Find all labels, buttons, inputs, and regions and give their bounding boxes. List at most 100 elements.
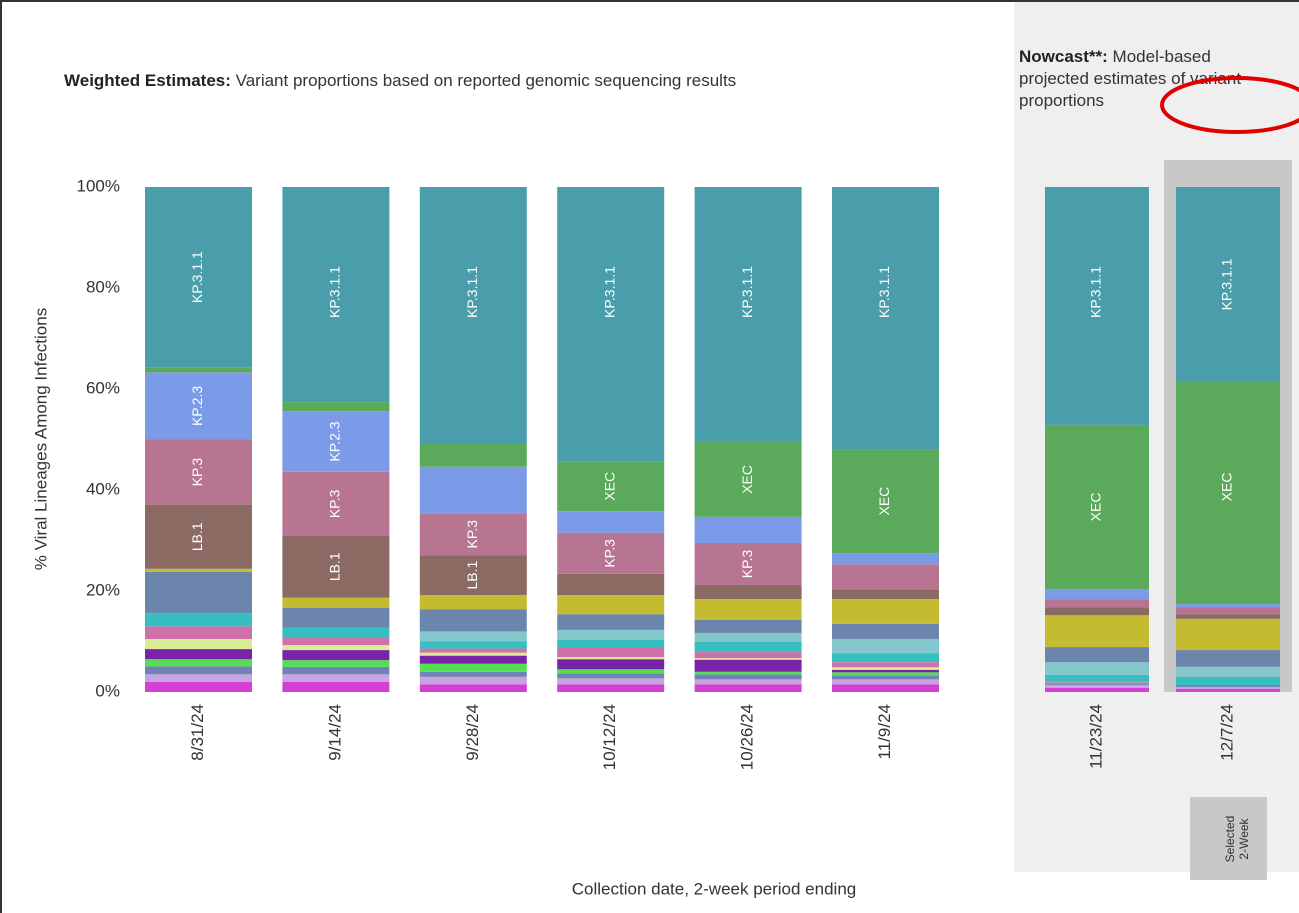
segment-label: KP.2.3 [327, 421, 343, 461]
bar-segment [1045, 682, 1149, 684]
bar-segment [694, 679, 802, 685]
bar-segment [1045, 681, 1149, 683]
bar-segment [694, 442, 802, 517]
bar-segment [557, 629, 665, 640]
segment-label: XEC [1088, 493, 1104, 522]
bar-segment [832, 564, 939, 590]
bar-segment [282, 674, 390, 682]
bar-segment [694, 584, 802, 600]
selected-box [1190, 797, 1267, 880]
bar-segment [694, 674, 802, 680]
bar-segment [145, 626, 252, 639]
y-axis-label: % Viral Lineages Among Infections [31, 308, 50, 570]
segment-label: LB.1 [464, 560, 480, 589]
bar-segment [419, 595, 527, 610]
bar-segment [1176, 666, 1280, 677]
highlight-ellipse [1160, 76, 1299, 134]
bar-segment [832, 449, 939, 554]
bar-segment [145, 439, 252, 505]
bar-segment [1045, 187, 1149, 425]
bar-segment [145, 568, 252, 572]
segment-label: XEC [739, 465, 755, 494]
weighted-title: Weighted Estimates: Variant proportions … [64, 70, 884, 92]
x-tick-label: 9/28/24 [463, 704, 482, 761]
segment-label: KP.3.1.1 [601, 266, 617, 318]
y-tick-label: 80% [86, 277, 120, 296]
bar-segment [145, 571, 252, 614]
bar-segment [419, 641, 527, 649]
bar-segment [1176, 688, 1280, 692]
bar-segment [145, 367, 252, 373]
segment-label: KP.3 [601, 539, 617, 568]
bar-segment [832, 623, 939, 639]
bar-segment [694, 619, 802, 633]
title-text: Variant proportions based on reported ge… [235, 71, 737, 90]
x-tick-label: 11/23/24 [1086, 704, 1105, 769]
bar-segment [694, 671, 802, 675]
segment-label: KP.3.1.1 [876, 266, 892, 318]
bar-segment [1045, 599, 1149, 608]
segment-label: KP.3.1.1 [327, 266, 343, 318]
bar-segment [694, 658, 802, 660]
bar-segment [557, 673, 665, 679]
bar-segment [832, 672, 939, 676]
bar-segment [694, 652, 802, 659]
segment-label: XEC [601, 472, 617, 501]
bar-segment [1045, 683, 1149, 685]
bar-segment [1176, 650, 1280, 667]
bar-segment [419, 663, 527, 672]
bar-segment [419, 631, 527, 642]
bar-segment [419, 513, 527, 556]
y-tick-label: 0% [95, 681, 120, 700]
bar-segment [1176, 686, 1280, 689]
y-tick-label: 60% [86, 378, 120, 397]
bar-segment [419, 652, 527, 656]
y-tick-label: 40% [86, 479, 120, 498]
bar-segment [419, 555, 527, 596]
bar-segment [832, 669, 939, 673]
bar-segment [1045, 684, 1149, 688]
bar-segment [282, 627, 390, 638]
segment-label: KP.3 [464, 520, 480, 549]
bar-segment [557, 659, 665, 670]
bar-segment [1176, 618, 1280, 651]
y-tick-label: 100% [77, 176, 120, 195]
bar-segment [694, 642, 802, 653]
segment-label: KP.3 [739, 549, 755, 578]
segment-label: KP.3 [189, 458, 205, 487]
bar-segment [557, 614, 665, 630]
bar-segment [832, 653, 939, 663]
bar-segment [1045, 588, 1149, 600]
bar-segment [832, 553, 939, 565]
bar-segment [282, 607, 390, 628]
bar-segment [832, 675, 939, 680]
bar-segment [419, 655, 527, 664]
segment-label: KP.2.3 [189, 386, 205, 426]
y-tick-label: 20% [86, 580, 120, 599]
bar-segment [282, 681, 390, 692]
bar-segment [419, 609, 527, 632]
segment-label: KP.3.1.1 [464, 266, 480, 318]
bar-segment [282, 411, 390, 472]
bar-segment [145, 187, 252, 368]
bar-segment [282, 650, 390, 661]
x-tick-label: 12/7/24 [1217, 704, 1236, 761]
bar-segment [419, 684, 527, 692]
bar-segment [1045, 424, 1149, 589]
segment-label: LB.1 [327, 552, 343, 581]
bar-segment [419, 443, 527, 467]
bar-segment [694, 516, 802, 544]
segment-label: LB.1 [189, 522, 205, 551]
bar-segment [419, 648, 527, 653]
bar-segment [694, 543, 802, 585]
bar-segment [694, 187, 802, 443]
bar-segment [419, 187, 527, 444]
bar-segment [832, 187, 939, 450]
bar-segment [832, 599, 939, 624]
bar-segment [1176, 607, 1280, 615]
bar-segment [557, 573, 665, 596]
bar-segment [282, 637, 390, 646]
x-tick-label: 9/14/24 [325, 704, 344, 761]
